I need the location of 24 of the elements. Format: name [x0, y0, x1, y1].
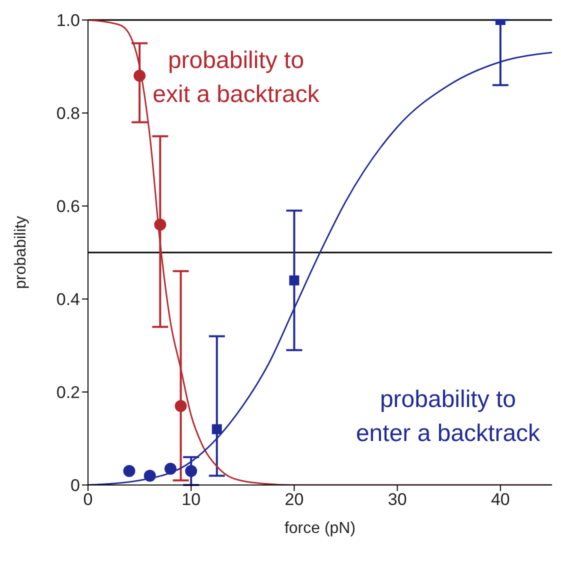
y-tick-label: 1.0: [56, 11, 80, 30]
point: [289, 275, 300, 286]
y-tick-label: 0.8: [56, 104, 80, 124]
y-tick-label: 0.2: [56, 383, 80, 402]
y-tick-label: 0: [70, 476, 80, 496]
point: [144, 470, 156, 482]
x-tick-label: 10: [182, 490, 201, 510]
point: [174, 400, 187, 412]
annotation: probability to enter a backtrack: [356, 385, 540, 449]
point: [134, 70, 146, 82]
x-tick-label: 40: [490, 490, 510, 510]
point: [154, 218, 166, 231]
y-tick-label: 0.6: [56, 197, 80, 216]
annotation: probability to exit a backtrack: [152, 46, 320, 110]
point: [164, 462, 176, 475]
point: [123, 465, 136, 478]
y-tick-label: 0.4: [56, 290, 80, 310]
point: [212, 424, 222, 434]
x-tick-label: 20: [284, 490, 304, 510]
point: [185, 465, 198, 478]
x-tick-label: 0: [83, 490, 93, 510]
y-axis-title: probability: [12, 216, 30, 289]
x-axis-title: force (pN): [284, 520, 356, 537]
x-tick-label: 30: [388, 490, 407, 510]
